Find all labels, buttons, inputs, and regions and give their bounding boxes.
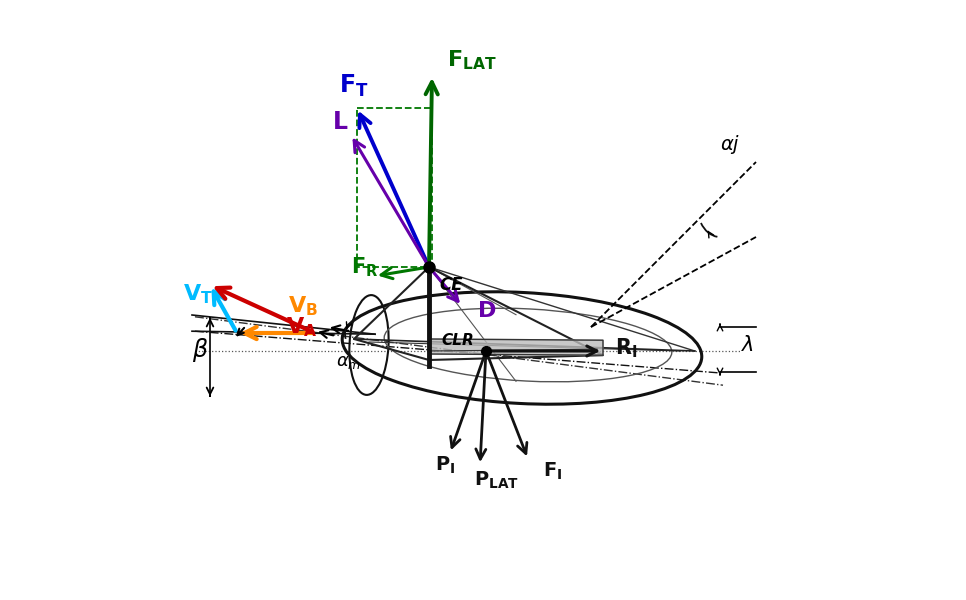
Text: $\mathbf{L}$: $\mathbf{L}$: [331, 110, 348, 134]
Text: $\mathbf{V_T}$: $\mathbf{V_T}$: [183, 282, 213, 305]
Text: $\mathbf{V_A}$: $\mathbf{V_A}$: [287, 315, 318, 338]
Text: $\alpha j$: $\alpha j$: [720, 133, 740, 156]
Text: $\mathbf{F_I}$: $\mathbf{F_I}$: [543, 461, 562, 482]
Text: $\mathbf{F_T}$: $\mathbf{F_T}$: [339, 73, 369, 99]
Text: $\mathbf{D}$: $\mathbf{D}$: [477, 301, 497, 321]
Text: $\lambda$: $\lambda$: [741, 335, 754, 355]
Text: $\alpha_m$: $\alpha_m$: [336, 353, 361, 371]
Text: $\mathbf{F_R}$: $\mathbf{F_R}$: [351, 255, 379, 278]
Text: $\beta$: $\beta$: [192, 336, 209, 364]
Text: $\mathbf{V_B}$: $\mathbf{V_B}$: [288, 294, 318, 317]
Text: $\mathbf{R_I}$: $\mathbf{R_I}$: [615, 336, 638, 359]
Text: CLR: CLR: [441, 333, 473, 348]
Text: $\mathbf{P_{LAT}}$: $\mathbf{P_{LAT}}$: [474, 470, 519, 491]
Text: $\mathbf{F_{LAT}}$: $\mathbf{F_{LAT}}$: [447, 48, 497, 71]
Text: $\mathbf{P_I}$: $\mathbf{P_I}$: [435, 455, 455, 476]
Polygon shape: [429, 339, 603, 355]
Text: CE: CE: [440, 276, 464, 294]
